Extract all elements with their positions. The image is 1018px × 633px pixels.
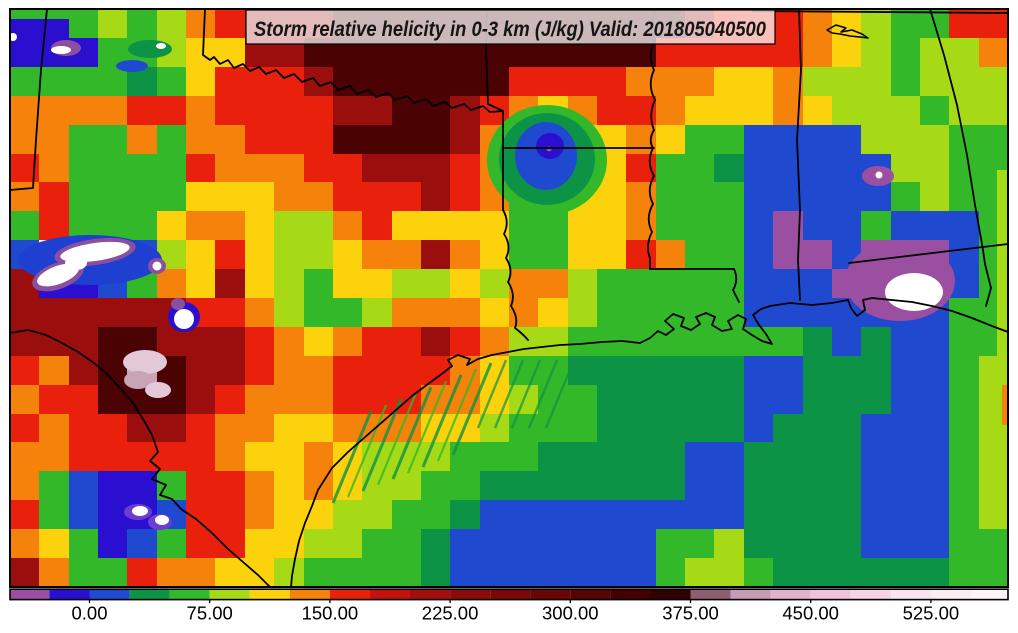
svg-text:Storm relative helicity in 0-3: Storm relative helicity in 0-3 km (J/kg)… xyxy=(254,18,766,41)
svg-text:450.00: 450.00 xyxy=(782,603,839,624)
svg-text:225.00: 225.00 xyxy=(422,603,479,624)
svg-text:150.00: 150.00 xyxy=(302,603,359,624)
svg-text:0.00: 0.00 xyxy=(71,603,107,624)
svg-text:75.00: 75.00 xyxy=(187,603,233,624)
svg-text:375.00: 375.00 xyxy=(662,603,719,624)
svg-text:300.00: 300.00 xyxy=(542,603,599,624)
svg-text:525.00: 525.00 xyxy=(903,603,960,624)
